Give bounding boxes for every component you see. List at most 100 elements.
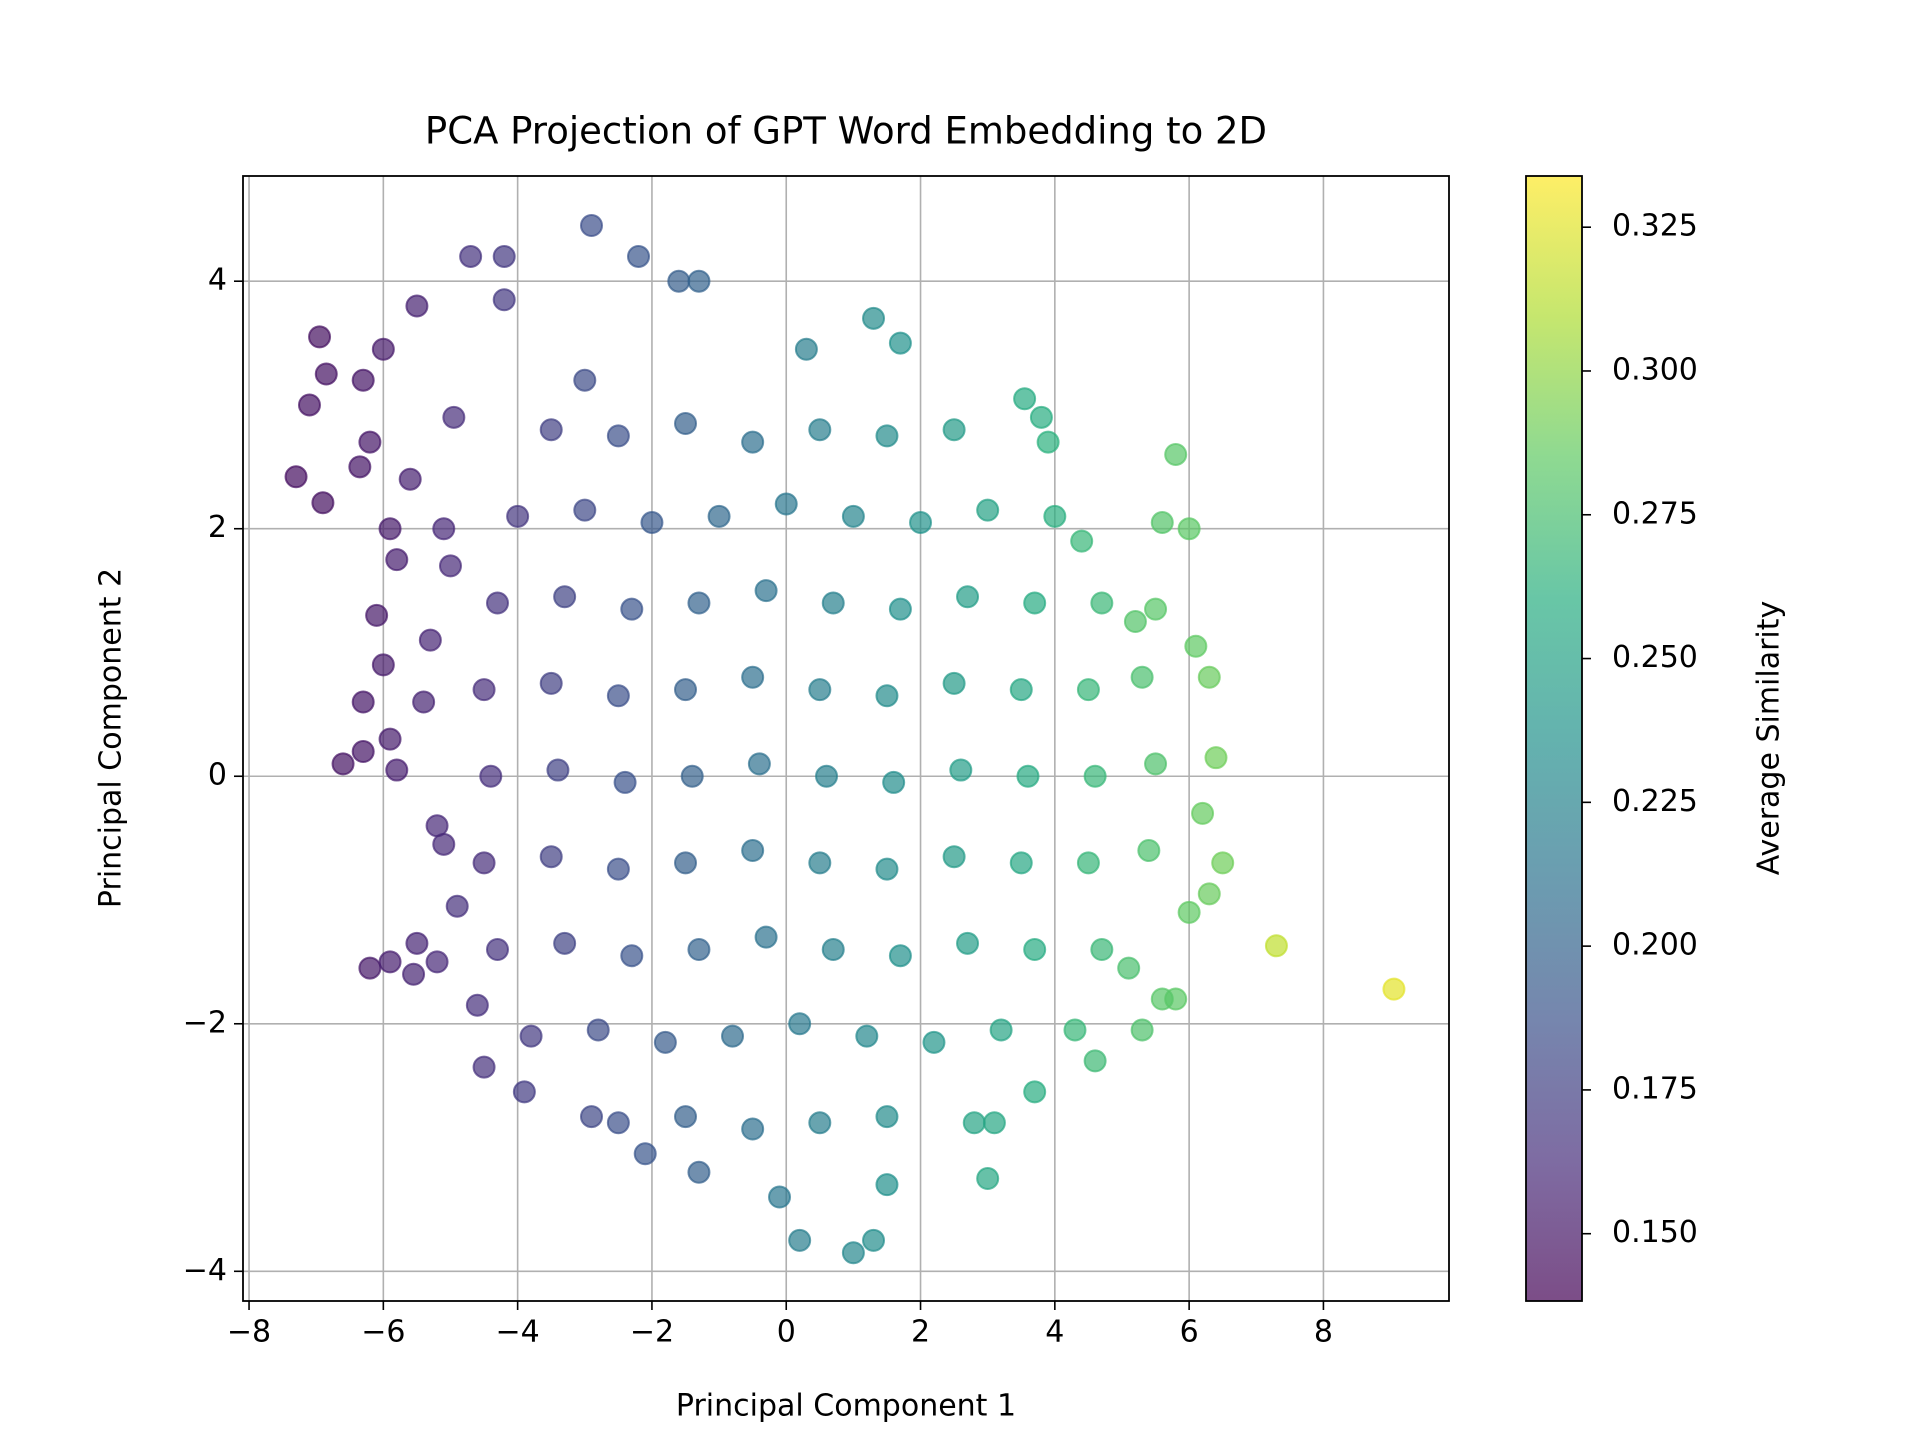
point	[1076, 851, 1100, 875]
point	[754, 925, 778, 949]
point	[405, 294, 429, 318]
point	[1083, 764, 1107, 788]
point	[606, 857, 630, 881]
point	[442, 405, 466, 429]
point	[633, 1142, 657, 1166]
point	[774, 492, 798, 516]
point	[888, 944, 912, 968]
point	[1029, 405, 1053, 429]
chart-title: PCA Projection of GPT Word Embedding to …	[425, 110, 1267, 153]
point	[653, 1030, 677, 1054]
point	[721, 1024, 745, 1048]
point	[1023, 938, 1047, 962]
point	[687, 938, 711, 962]
colorbar-tick-label: 0.300	[1612, 352, 1698, 387]
point	[1137, 839, 1161, 863]
point	[606, 684, 630, 708]
point	[465, 993, 489, 1017]
point	[378, 950, 402, 974]
y-tick-label: 0	[208, 758, 227, 793]
point	[674, 412, 698, 436]
x-tick-label: 8	[1314, 1315, 1333, 1350]
point	[512, 1080, 536, 1104]
point	[311, 491, 335, 515]
point	[976, 498, 1000, 522]
point	[351, 690, 375, 714]
point	[472, 851, 496, 875]
point	[1150, 511, 1174, 535]
x-tick-label: −8	[227, 1315, 271, 1350]
point	[385, 758, 409, 782]
point	[989, 1018, 1013, 1042]
point	[573, 498, 597, 522]
point	[492, 244, 516, 268]
point	[1150, 987, 1174, 1011]
colorbar-tick-label: 0.175	[1612, 1071, 1698, 1106]
point	[808, 678, 832, 702]
point	[459, 244, 483, 268]
colorbar-label: Average Similarity	[1752, 601, 1787, 876]
point	[425, 950, 449, 974]
point	[1023, 591, 1047, 615]
point	[351, 368, 375, 392]
point	[627, 244, 651, 268]
points	[284, 214, 1406, 1265]
point	[432, 517, 456, 541]
point	[788, 1228, 812, 1252]
point	[687, 591, 711, 615]
point	[1144, 752, 1168, 776]
point	[539, 845, 563, 869]
point	[707, 504, 731, 528]
point	[1164, 442, 1188, 466]
point	[580, 214, 604, 238]
point	[841, 1241, 865, 1265]
point	[875, 857, 899, 881]
point	[284, 465, 308, 489]
point	[378, 727, 402, 751]
point	[875, 424, 899, 448]
point	[667, 269, 691, 293]
point	[314, 362, 338, 386]
point	[385, 548, 409, 572]
point	[956, 585, 980, 609]
point	[888, 331, 912, 355]
point	[1382, 977, 1406, 1001]
point	[586, 1018, 610, 1042]
point	[613, 770, 637, 794]
point	[1013, 387, 1037, 411]
point	[1204, 746, 1228, 770]
point	[297, 393, 321, 417]
point	[1063, 1018, 1087, 1042]
y-tick-label: −4	[183, 1253, 227, 1288]
point	[1023, 1080, 1047, 1104]
point	[1177, 517, 1201, 541]
point	[962, 1111, 986, 1135]
point	[620, 944, 644, 968]
point	[1009, 851, 1033, 875]
point	[1076, 678, 1100, 702]
point	[909, 511, 933, 535]
point	[687, 1160, 711, 1184]
point	[942, 418, 966, 442]
point	[365, 603, 389, 627]
point	[808, 1111, 832, 1135]
point	[546, 758, 570, 782]
point	[754, 579, 778, 603]
point	[580, 1105, 604, 1129]
point	[875, 1173, 899, 1197]
point	[1009, 678, 1033, 702]
grid	[243, 176, 1449, 1301]
y-tick-label: −2	[183, 1005, 227, 1040]
point	[674, 851, 698, 875]
point	[1177, 900, 1201, 924]
point	[674, 678, 698, 702]
point	[855, 1024, 879, 1048]
point	[674, 1105, 698, 1129]
y-tick-label: 4	[208, 263, 227, 298]
colorbar	[1525, 175, 1583, 1302]
y-tick-label: 2	[208, 510, 227, 545]
point	[485, 938, 509, 962]
point	[1264, 934, 1288, 958]
point	[1130, 665, 1154, 689]
